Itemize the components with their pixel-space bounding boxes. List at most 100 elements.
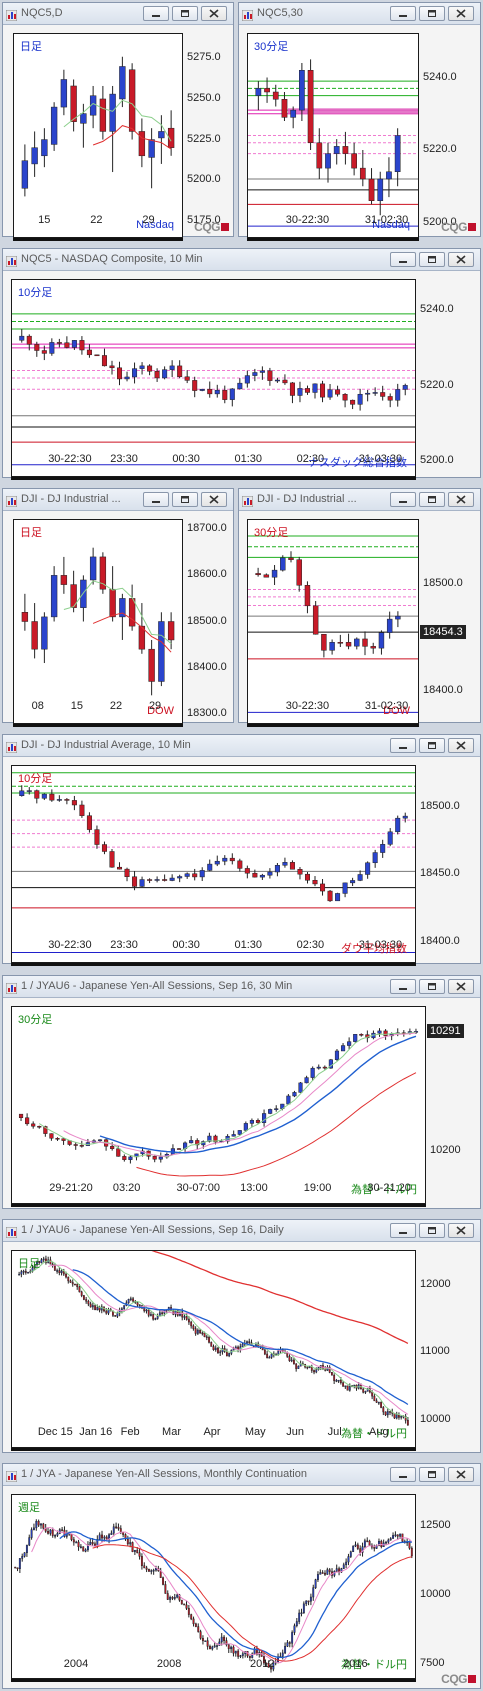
x-axis-tick: 30-22:30 xyxy=(48,939,92,951)
candle xyxy=(19,785,25,797)
candle xyxy=(270,1353,273,1359)
candle xyxy=(340,1567,343,1573)
y-axis-tick: 10000 xyxy=(420,1587,451,1600)
candle xyxy=(220,1633,223,1646)
x-axis-tick: Aug xyxy=(369,1426,389,1438)
candle xyxy=(239,1343,242,1353)
maximize-button[interactable] xyxy=(419,252,445,267)
y-axis-tick: 5250.0 xyxy=(187,91,221,104)
maximize-button[interactable] xyxy=(419,6,445,21)
maximize-button[interactable] xyxy=(419,492,445,507)
y-axis-tick: 7500 xyxy=(420,1657,445,1670)
candle xyxy=(312,1584,315,1601)
candle xyxy=(400,1415,403,1420)
maximize-button[interactable] xyxy=(419,1223,445,1238)
candle xyxy=(223,1635,226,1645)
minimize-button[interactable] xyxy=(390,6,416,21)
minimize-button[interactable] xyxy=(390,1223,416,1238)
candle xyxy=(255,567,261,577)
price-plot-area[interactable]: 10分足 ナスダック総合指数 xyxy=(11,279,416,477)
candle xyxy=(42,1256,45,1263)
minimize-button[interactable] xyxy=(390,252,416,267)
candle xyxy=(38,1260,41,1265)
candle xyxy=(410,1546,413,1559)
chart-app-icon xyxy=(241,8,254,22)
x-axis-tick: Jun xyxy=(286,1426,304,1438)
price-plot-area[interactable]: 日足 為替・ドル円 xyxy=(11,1250,416,1448)
candle xyxy=(47,1527,49,1535)
candle xyxy=(169,1595,172,1603)
price-plot-area[interactable]: 週足 為替・ドル円 xyxy=(11,1494,416,1679)
x-axis-tick: 00:30 xyxy=(172,453,200,465)
candle xyxy=(124,1533,127,1541)
close-button[interactable] xyxy=(448,6,474,21)
candle xyxy=(246,1340,248,1344)
candle xyxy=(177,360,183,379)
candle xyxy=(312,383,318,399)
price-plot-area[interactable]: 10分足 ダウ平均指数 xyxy=(11,765,416,963)
x-axis-tick: 30-22:30 xyxy=(285,700,330,712)
close-button[interactable] xyxy=(448,492,474,507)
maximize-button[interactable] xyxy=(419,979,445,994)
candle xyxy=(263,573,270,578)
x-axis-bar xyxy=(13,238,183,241)
candle xyxy=(80,103,87,148)
candle xyxy=(58,1267,61,1276)
candle xyxy=(71,1279,74,1287)
minimize-button[interactable] xyxy=(390,979,416,994)
maximize-button[interactable] xyxy=(419,1467,445,1482)
chart-window-w8: 1 / JYAU6 - Japanese Yen-All Sessions, S… xyxy=(2,1219,481,1453)
title-bar: 1 / JYA - Japanese Yen-All Sessions, Mon… xyxy=(3,1464,480,1486)
price-plot-area[interactable]: 30分足 為替・ドル円 xyxy=(11,1006,426,1204)
price-plot-area[interactable]: 30分足 DOW xyxy=(247,519,419,724)
maximize-button[interactable] xyxy=(419,738,445,753)
close-button[interactable] xyxy=(448,1223,474,1238)
candle xyxy=(74,1283,76,1286)
instrument-label: 為替・ドル円 xyxy=(341,1659,407,1671)
minimize-button[interactable] xyxy=(390,492,416,507)
candle xyxy=(91,1302,94,1310)
candle xyxy=(355,1384,358,1391)
minimize-button[interactable] xyxy=(143,492,169,507)
candle xyxy=(31,131,38,177)
price-plot-area[interactable]: 日足 DOW xyxy=(13,519,183,724)
candle xyxy=(321,634,327,658)
candle xyxy=(380,839,386,858)
close-button[interactable] xyxy=(201,492,227,507)
period-label: 日足 xyxy=(20,41,42,53)
close-button[interactable] xyxy=(448,1467,474,1482)
candle xyxy=(190,1320,193,1329)
candle xyxy=(104,1137,109,1151)
candle xyxy=(386,157,392,198)
candle xyxy=(372,387,378,396)
candle xyxy=(211,1645,214,1651)
maximize-button[interactable] xyxy=(172,492,198,507)
candle xyxy=(356,1542,359,1551)
minimize-button[interactable] xyxy=(390,738,416,753)
candle xyxy=(365,390,371,402)
candle xyxy=(86,812,92,833)
close-button[interactable] xyxy=(448,252,474,267)
close-button[interactable] xyxy=(448,738,474,753)
price-plot-area[interactable]: 30分足 Nasdaq xyxy=(247,33,419,238)
chart-app-icon xyxy=(5,740,18,754)
title-bar: NQC5,D xyxy=(3,3,233,25)
maximize-button[interactable] xyxy=(172,6,198,21)
price-plot-area[interactable]: 日足 Nasdaq xyxy=(13,33,183,238)
candle xyxy=(237,1649,240,1659)
minimize-button[interactable] xyxy=(143,6,169,21)
candle xyxy=(85,1296,88,1304)
moving-average-line xyxy=(136,1072,417,1177)
close-button[interactable] xyxy=(448,979,474,994)
candle xyxy=(380,385,386,401)
candle xyxy=(364,1390,367,1395)
candle xyxy=(335,892,341,902)
cqg-text: CQG xyxy=(441,220,467,234)
candle xyxy=(64,336,70,349)
candle xyxy=(119,56,126,108)
candle xyxy=(241,1651,244,1659)
close-button[interactable] xyxy=(201,6,227,21)
candle xyxy=(298,1609,301,1625)
chart-window-w9: 1 / JYA - Japanese Yen-All Sessions, Mon… xyxy=(2,1463,481,1689)
minimize-button[interactable] xyxy=(390,1467,416,1482)
